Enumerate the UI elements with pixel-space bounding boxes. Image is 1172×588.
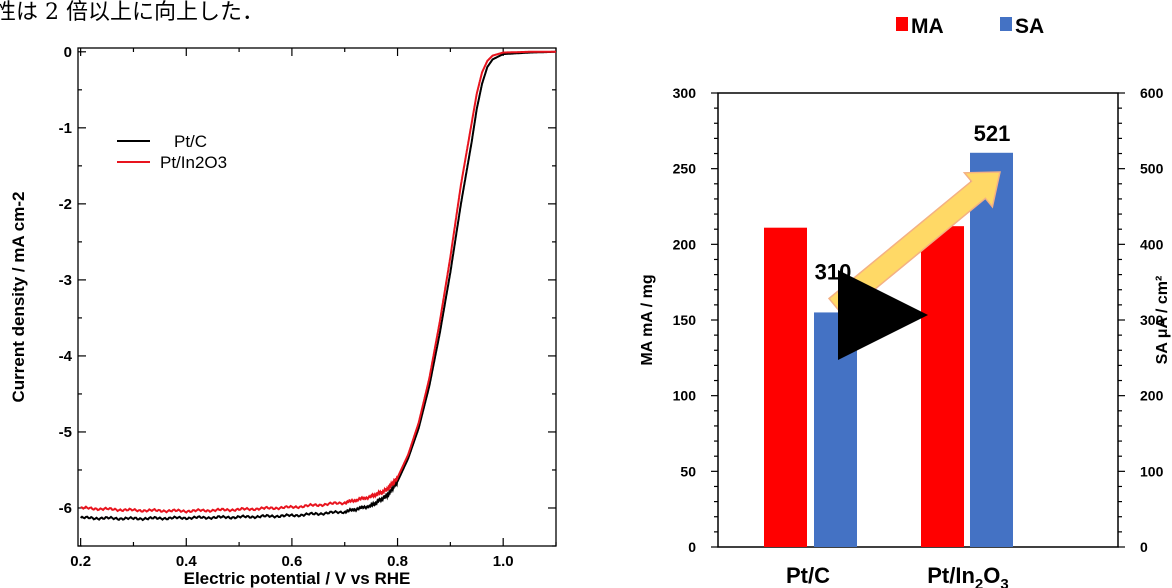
bar-right-tick-label: 600 [1140, 85, 1164, 101]
bar-right-tick-label: 500 [1140, 161, 1164, 177]
category-label-pt-in2o3: Pt/In2O3 [927, 563, 1008, 588]
bar-left-tick-label: 50 [680, 463, 696, 479]
lsv-series-line-pt-in2o3 [80, 50, 556, 514]
bar-right-tick-label: 0 [1140, 539, 1148, 555]
bar-left-tick-label: 100 [673, 388, 697, 404]
lsv-x-tick-label: 0.8 [387, 553, 408, 570]
lsv-legend-label: Pt/In2O3 [160, 153, 227, 172]
bar-ma-pt-in2o3 [921, 226, 964, 547]
lsv-y-axis-title: Current density / mA cm-2 [9, 192, 28, 403]
bar-right-tick-label: 400 [1140, 236, 1164, 252]
bar-legend-label-sa: SA [1015, 15, 1044, 38]
bar-chart: MA SA 0 50 100 150 200 250 300 0 100 200 300 400 500 6… [639, 15, 1171, 588]
caption-fragment: 性は 2 倍以上に向上した． [0, 0, 264, 25]
lsv-x-tick-label: 0.6 [281, 553, 302, 570]
lsv-y-tick-label: -2 [59, 196, 72, 213]
lsv-plot-frame [77, 47, 557, 547]
data-label-sa-pt-c: 310 [815, 259, 852, 284]
bar-right-axis-title: SA μA / cm² [1154, 276, 1171, 365]
lsv-lines [79, 50, 556, 522]
bar-right-tick-label: 100 [1140, 463, 1164, 479]
bar-bars [764, 152, 1013, 548]
lsv-y-tick-label: -6 [59, 500, 72, 517]
bar-left-tick-label: 150 [673, 312, 697, 328]
bar-annotations: 310 521 [815, 121, 1011, 360]
bar-left-axis-title: MA mA / mg [639, 274, 656, 365]
bar-right-tick-label: 300 [1140, 312, 1164, 328]
lsv-legend: Pt/C Pt/In2O3 [117, 132, 227, 172]
bar-sa-pt-c [814, 312, 857, 547]
lsv-y-tick-label: -3 [59, 272, 72, 289]
lsv-x-axis-title: Electric potential / V vs RHE [184, 569, 411, 588]
bar-legend-swatch-ma [896, 17, 908, 31]
bar-left-tick-label: 0 [688, 539, 696, 555]
bar-left-tick-label: 200 [673, 236, 697, 252]
category-label-pt-c: Pt/C [786, 563, 830, 588]
lsv-x-tick-label: 0.2 [70, 553, 91, 570]
lsv-chart: 0.2 0.4 0.6 0.8 1.0 0 -1 -2 -3 -4 -5 -6 Pt/C Pt/In2O… [9, 44, 557, 588]
data-label-sa-pt-in2o3: 521 [974, 121, 1011, 146]
bar-legend: MA SA [896, 15, 1044, 38]
bar-ticks: 0 50 100 150 200 250 300 0 100 200 300 400 500 600 [673, 85, 1164, 555]
bar-legend-label-ma: MA [911, 15, 944, 38]
bar-sa-pt-in2o3 [970, 152, 1013, 547]
lsv-y-tick-label: -4 [59, 348, 73, 365]
bar-left-tick-label: 250 [673, 161, 697, 177]
bar-left-tick-label: 300 [673, 85, 697, 101]
lsv-ticks: 0.2 0.4 0.6 0.8 1.0 0 -1 -2 -3 -4 -5 -6 [59, 44, 557, 570]
bar-right-tick-label: 200 [1140, 388, 1164, 404]
bar-legend-swatch-sa [1000, 17, 1012, 31]
lsv-x-tick-label: 1.0 [493, 553, 514, 570]
lsv-y-tick-label: -5 [59, 424, 72, 441]
lsv-x-tick-label: 0.4 [176, 553, 198, 570]
bar-category-labels: Pt/C Pt/In2O3 [786, 563, 1009, 588]
lsv-y-tick-label: -1 [59, 120, 72, 137]
lsv-legend-label: Pt/C [174, 132, 207, 151]
bar-ma-pt-c [764, 227, 807, 548]
lsv-series-line-pt-c [79, 50, 556, 522]
lsv-y-tick-label: 0 [64, 44, 72, 61]
